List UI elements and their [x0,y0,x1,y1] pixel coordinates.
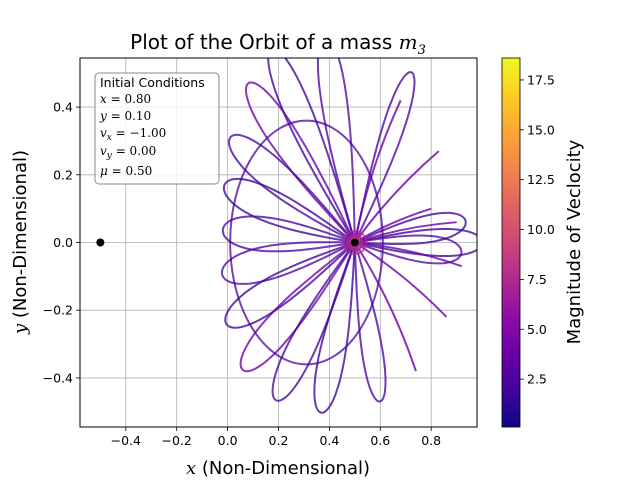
colorbar-tick-label: 12.5 [527,172,555,187]
orbit-loop [222,177,356,244]
x-tick-label: 0.0 [218,433,238,448]
y-tick-label: 0.2 [53,167,73,182]
colorbar-tick-label: 5.0 [527,322,547,337]
orbit-loop [228,133,356,244]
x-tick-label: −0.2 [162,433,192,448]
orbit-spike [353,99,402,243]
x-tick-label: 0.2 [269,433,289,448]
x-axis-ticks: −0.4 −0.2 0.0 0.2 0.4 0.6 0.8 [111,427,441,448]
orbit-loop [354,234,463,265]
orbit-loop [221,215,356,253]
orbit-loop [353,71,416,243]
orbit-loop [245,81,356,244]
orbit-loop [267,58,356,244]
x-tick-label: 0.4 [319,433,339,448]
colorbar-tick-label: 2.5 [527,372,547,387]
orbit-trajectory [221,58,477,414]
orbit-spike [354,150,440,244]
orbit-spike [354,241,448,318]
colorbar-label: Magnitude of Veclocity [564,139,585,344]
initial-condition-line: x = 0.80 [100,92,151,106]
colorbar-tick-label: 17.5 [527,72,555,87]
colorbar-gradient [501,57,521,428]
colorbar: 2.5 5.0 7.5 10.0 12.5 15.0 17.5 Magnitude of V… [501,57,585,428]
x-tick-label: −0.4 [111,433,141,448]
primary-mass-dot [96,238,105,247]
orbit-loop [313,242,356,414]
orbit-spike [353,241,417,372]
colorbar-tick-label: 15.0 [527,122,555,137]
chart-title: Plot of the Orbit of a mass m3 [130,30,426,58]
initial-conditions-box: Initial Conditions x = 0.80 y = 0.10 vx = … [94,72,220,185]
orbit-loop [224,241,356,329]
initial-conditions-title: Initial Conditions [100,75,205,90]
orbit-loop [221,241,356,285]
primary-masses [96,238,359,247]
colorbar-tick-label: 7.5 [527,272,547,287]
initial-condition-line: y = 0.10 [99,109,151,123]
orbit-loop [316,58,356,243]
orbit-loop [271,241,356,402]
initial-condition-line: vy = 0.00 [100,144,156,161]
y-tick-label: 0.0 [53,235,73,250]
initial-condition-line: μ = 0.50 [100,164,152,178]
y-axis-label: y (Non-Dimensional) [10,150,31,335]
x-axis-label: x (Non-Dimensional) [186,458,370,479]
x-tick-label: 0.6 [370,433,390,448]
x-tick-label: 0.8 [421,433,441,448]
y-tick-label: −0.4 [43,370,73,385]
colorbar-tick-label: 10.0 [527,222,555,237]
y-axis-ticks: −0.4 −0.2 0.0 0.2 0.4 [43,100,80,385]
y-tick-label: 0.4 [53,100,73,115]
y-tick-label: −0.2 [43,303,73,318]
initial-condition-line: vx = −1.00 [100,126,166,143]
orbit-loop [229,119,384,366]
orbit-loop [354,211,467,245]
primary-mass-dot [350,238,359,247]
orbit-inner-loop [342,230,368,255]
orbit-loop [239,241,356,373]
orbit-loop [353,242,387,403]
